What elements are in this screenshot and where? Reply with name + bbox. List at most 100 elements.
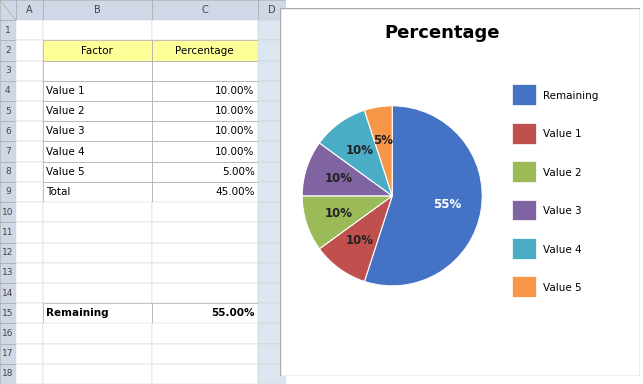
Polygon shape — [43, 20, 152, 40]
Polygon shape — [257, 243, 286, 263]
Text: 6: 6 — [5, 127, 11, 136]
Text: 14: 14 — [2, 288, 14, 298]
Text: D: D — [268, 5, 276, 15]
Polygon shape — [43, 141, 152, 162]
Polygon shape — [152, 61, 257, 81]
Text: 10%: 10% — [325, 207, 353, 220]
Polygon shape — [15, 101, 43, 121]
Text: 2: 2 — [5, 46, 11, 55]
Text: B: B — [94, 5, 101, 15]
Polygon shape — [15, 20, 43, 40]
Polygon shape — [43, 182, 152, 202]
Polygon shape — [15, 364, 43, 384]
Text: 45.00%: 45.00% — [215, 187, 255, 197]
Polygon shape — [0, 81, 15, 101]
Bar — [512, 238, 536, 259]
Text: 10.00%: 10.00% — [215, 147, 255, 157]
Polygon shape — [43, 121, 152, 141]
Polygon shape — [257, 0, 286, 20]
Polygon shape — [152, 222, 257, 243]
Polygon shape — [257, 303, 286, 323]
Text: 10%: 10% — [345, 235, 374, 248]
Polygon shape — [0, 243, 15, 263]
Polygon shape — [152, 0, 257, 20]
Text: A: A — [26, 5, 33, 15]
Wedge shape — [302, 196, 392, 249]
Polygon shape — [43, 222, 152, 243]
Polygon shape — [257, 101, 286, 121]
Polygon shape — [152, 20, 257, 40]
Polygon shape — [15, 303, 43, 323]
Text: 55.00%: 55.00% — [211, 308, 255, 318]
Polygon shape — [257, 263, 286, 283]
Polygon shape — [15, 141, 43, 162]
Text: Percentage: Percentage — [384, 25, 500, 43]
Polygon shape — [43, 40, 152, 61]
Polygon shape — [152, 40, 257, 61]
Polygon shape — [15, 0, 43, 20]
Polygon shape — [15, 222, 43, 243]
Text: Value 4: Value 4 — [543, 245, 581, 255]
Polygon shape — [152, 162, 257, 182]
Polygon shape — [257, 81, 286, 101]
Polygon shape — [257, 344, 286, 364]
Polygon shape — [257, 141, 286, 162]
Polygon shape — [0, 263, 15, 283]
Polygon shape — [0, 20, 15, 40]
Polygon shape — [15, 121, 43, 141]
Polygon shape — [257, 162, 286, 182]
Polygon shape — [0, 40, 15, 61]
Polygon shape — [0, 61, 15, 81]
Polygon shape — [43, 0, 152, 20]
Polygon shape — [43, 202, 152, 222]
Polygon shape — [0, 141, 15, 162]
Polygon shape — [0, 0, 15, 20]
Polygon shape — [257, 121, 286, 141]
Text: Remaining: Remaining — [46, 308, 109, 318]
Polygon shape — [43, 283, 152, 303]
Polygon shape — [15, 162, 43, 182]
Polygon shape — [152, 323, 257, 344]
Polygon shape — [280, 8, 640, 376]
Polygon shape — [257, 61, 286, 81]
Polygon shape — [257, 202, 286, 222]
Polygon shape — [257, 364, 286, 384]
Polygon shape — [257, 20, 286, 40]
Polygon shape — [152, 364, 257, 384]
Text: 10: 10 — [2, 208, 14, 217]
Polygon shape — [15, 263, 43, 283]
Polygon shape — [0, 323, 15, 344]
Text: Value 2: Value 2 — [543, 168, 581, 178]
Polygon shape — [43, 61, 152, 81]
Text: 3: 3 — [5, 66, 11, 75]
Text: 10.00%: 10.00% — [215, 106, 255, 116]
Text: 18: 18 — [2, 369, 14, 378]
Polygon shape — [152, 303, 257, 323]
Polygon shape — [43, 263, 152, 283]
Polygon shape — [257, 323, 286, 344]
Polygon shape — [15, 40, 43, 61]
Text: 55%: 55% — [433, 198, 462, 211]
Bar — [512, 200, 536, 220]
Polygon shape — [43, 323, 152, 344]
Text: 10%: 10% — [345, 144, 374, 157]
Bar — [512, 84, 536, 105]
Polygon shape — [152, 121, 257, 141]
Text: 10.00%: 10.00% — [215, 86, 255, 96]
Polygon shape — [152, 182, 257, 202]
Polygon shape — [43, 344, 152, 364]
Polygon shape — [152, 141, 257, 162]
Text: 8: 8 — [5, 167, 11, 176]
Polygon shape — [152, 81, 257, 101]
Polygon shape — [0, 101, 15, 121]
Polygon shape — [0, 303, 15, 323]
Text: Value 4: Value 4 — [46, 147, 84, 157]
Polygon shape — [0, 121, 15, 141]
Text: Value 1: Value 1 — [543, 129, 581, 139]
Text: 5.00%: 5.00% — [222, 167, 255, 177]
Wedge shape — [320, 110, 392, 196]
Polygon shape — [15, 81, 43, 101]
Text: 7: 7 — [5, 147, 11, 156]
Polygon shape — [0, 364, 15, 384]
Wedge shape — [365, 106, 392, 196]
